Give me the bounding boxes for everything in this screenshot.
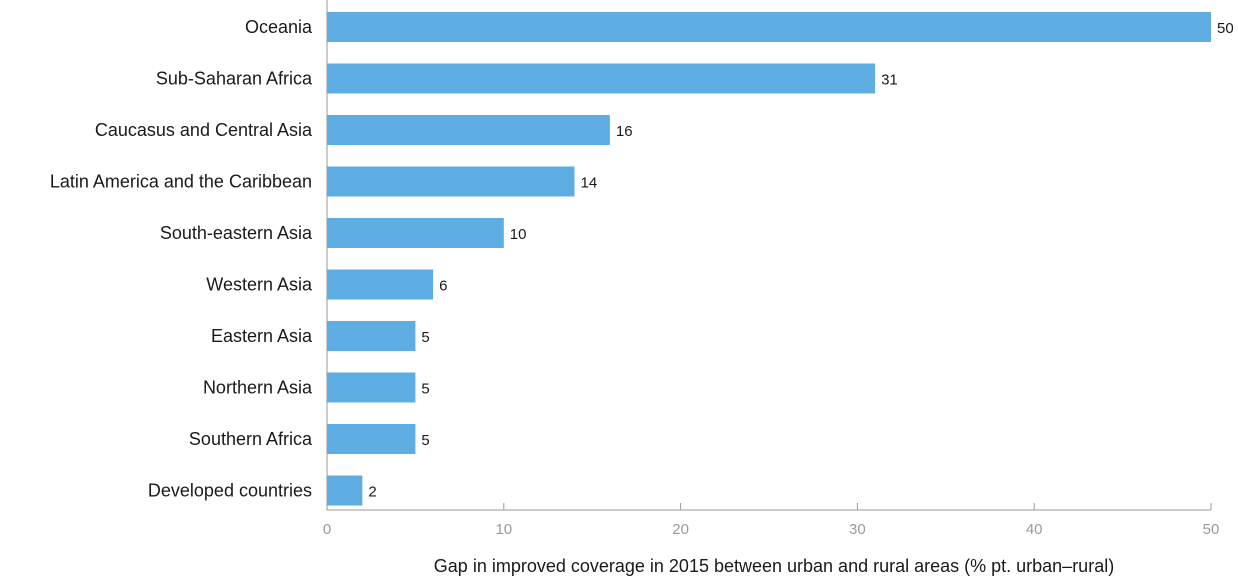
x-tick-label: 0	[323, 521, 331, 538]
bar	[327, 424, 416, 454]
value-label: 2	[368, 484, 376, 501]
category-label: Developed countries	[148, 481, 312, 501]
category-label: Northern Asia	[203, 378, 313, 398]
category-label: Sub-Saharan Africa	[156, 69, 313, 89]
value-label: 14	[581, 175, 598, 192]
bar	[327, 269, 434, 300]
value-label: 16	[616, 123, 633, 140]
x-tick-label: 10	[495, 521, 512, 538]
category-labels: Oceania Sub-Saharan Africa Caucasus and Ce…	[50, 17, 313, 501]
bar	[327, 218, 504, 248]
value-label: 5	[421, 329, 429, 346]
value-label: 31	[881, 72, 898, 89]
bar	[327, 12, 1211, 42]
bar	[327, 475, 363, 506]
x-tick-label: 50	[1203, 521, 1220, 538]
bar	[327, 115, 610, 145]
value-label: 5	[421, 381, 429, 398]
value-label: 6	[439, 278, 447, 295]
category-label: Eastern Asia	[211, 326, 313, 346]
x-tick-label: 30	[849, 521, 866, 538]
value-label: 10	[510, 226, 527, 243]
category-label: Western Asia	[206, 275, 313, 295]
category-label: Latin America and the Caribbean	[50, 172, 312, 192]
bar	[327, 321, 416, 351]
bar	[327, 372, 416, 403]
category-label: Caucasus and Central Asia	[95, 120, 313, 140]
value-label: 5	[421, 432, 429, 449]
value-labels: 50 31 16 14 10 6 5 5 5 2	[368, 20, 1233, 501]
x-tick-label: 20	[672, 521, 689, 538]
bar	[327, 63, 876, 94]
category-label: Southern Africa	[189, 429, 313, 449]
category-label: Oceania	[245, 17, 313, 37]
x-axis-title: Gap in improved coverage in 2015 between…	[434, 556, 1114, 576]
bars-layer	[327, 12, 1211, 506]
bar	[327, 166, 575, 197]
x-axis: 0 10 20 30 40 50	[323, 0, 1220, 538]
x-tick-label: 40	[1026, 521, 1043, 538]
category-label: South-eastern Asia	[160, 223, 313, 243]
value-label: 50	[1217, 20, 1234, 37]
